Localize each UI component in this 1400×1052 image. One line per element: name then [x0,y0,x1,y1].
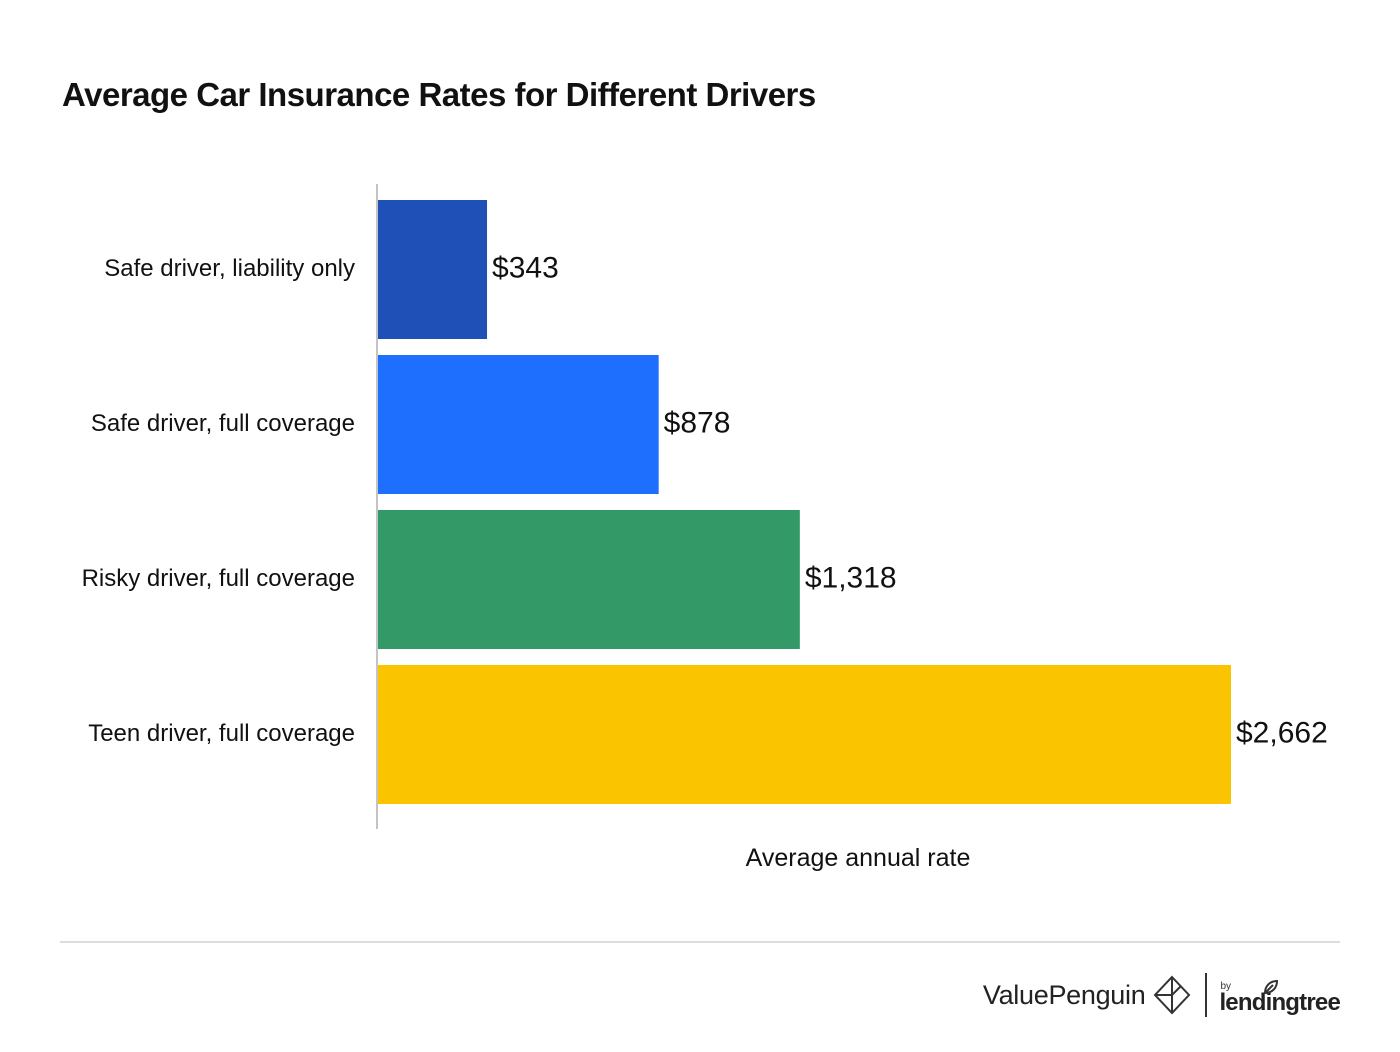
bar-2 [377,355,659,494]
footer-divider [60,941,1340,943]
value-label: $343 [492,251,559,284]
value-label: $878 [664,406,731,439]
bar-4 [377,665,1231,804]
category-label: Safe driver, liability only [104,255,355,282]
lendingtree-logo: by lendingtree [1219,973,1341,1017]
brand-divider [1205,973,1208,1017]
x-axis-label: Average annual rate [746,844,971,872]
category-label: Teen driver, full coverage [88,720,355,747]
value-label: $2,662 [1236,716,1328,749]
leaf-icon [1263,979,1279,1000]
bar-3 [377,510,800,649]
valuepenguin-wordmark: ValuePenguin [982,979,1146,1010]
bar-chart: Safe driver, liability only $343 Safe driv… [82,184,1328,872]
lendingtree-wordmark: lendingtree [1219,989,1340,1016]
category-label: Risky driver, full coverage [82,565,355,592]
category-label: Safe driver, full coverage [91,410,355,437]
lendingtree-by-text: by [1220,981,1231,992]
footer-brand: ValuePenguin by lendingtree [982,970,1341,1020]
value-label: $1,318 [805,561,897,594]
chart-title: Average Car Insurance Rates for Differen… [62,76,816,113]
valuepenguin-diamond-icon [1153,975,1191,1015]
bar-1 [377,200,488,339]
